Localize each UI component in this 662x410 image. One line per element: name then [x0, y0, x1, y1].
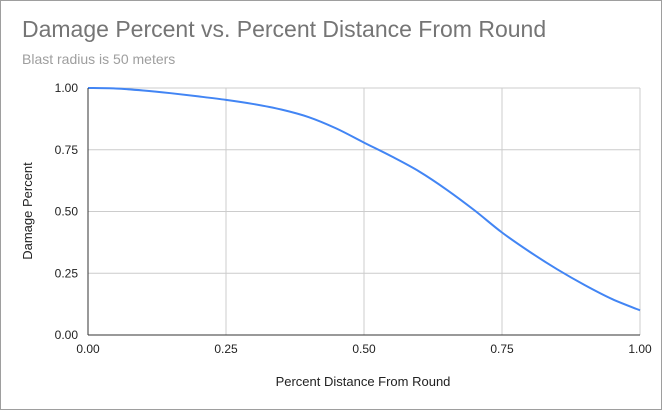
series-layer — [87, 87, 641, 312]
x-tick-label: 0.25 — [214, 342, 238, 356]
x-tick-labels: 0.00 0.25 0.50 0.75 1.00 — [76, 342, 652, 356]
x-axis-label: Percent Distance From Round — [276, 374, 451, 389]
axis-lines — [87, 88, 640, 336]
y-tick-label: 0.75 — [55, 143, 79, 157]
series-line — [87, 87, 641, 312]
x-tick-label: 1.00 — [628, 342, 652, 356]
y-tick-labels: 0.00 0.25 0.50 0.75 1.00 — [55, 81, 79, 342]
x-tick-label: 0.00 — [76, 342, 100, 356]
y-tick-label: 0.25 — [55, 266, 79, 280]
y-tick-label: 0.00 — [55, 328, 79, 342]
y-tick-label: 0.50 — [55, 205, 79, 219]
chart-subtitle: Blast radius is 50 meters — [22, 51, 176, 67]
y-tick-label: 1.00 — [55, 81, 79, 95]
grid-lines — [88, 87, 641, 335]
y-axis-label: Damage Percent — [20, 162, 35, 260]
x-tick-label: 0.75 — [490, 342, 514, 356]
chart-title: Damage Percent vs. Percent Distance From… — [22, 16, 547, 42]
x-tick-label: 0.50 — [352, 342, 376, 356]
